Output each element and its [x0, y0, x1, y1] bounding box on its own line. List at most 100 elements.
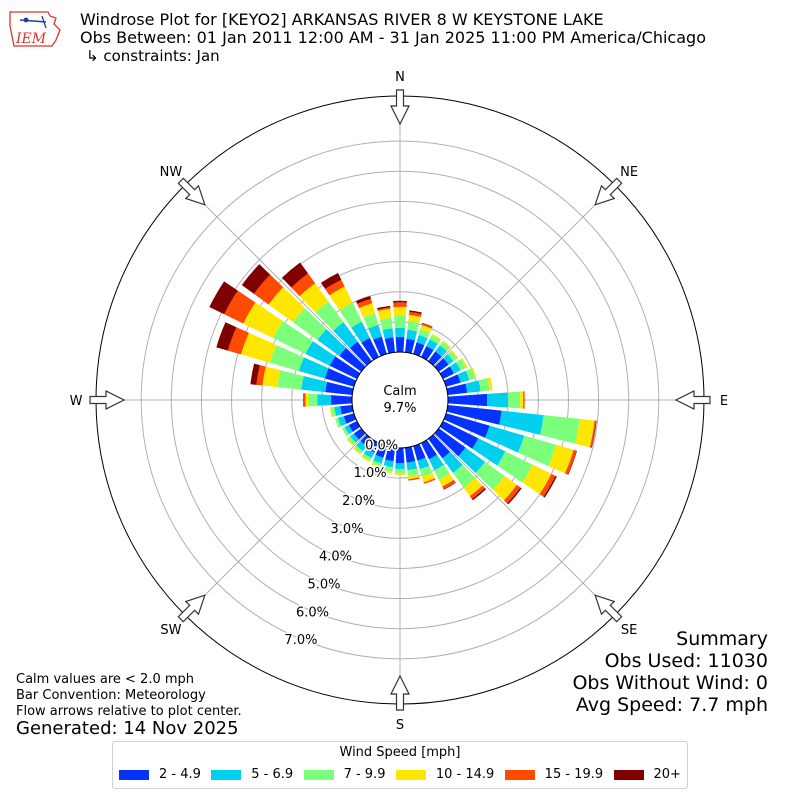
- bar-30-bin-2: [429, 335, 441, 344]
- bar-310-bin-4: [253, 274, 284, 305]
- flow-arrow-s-icon: [390, 674, 410, 711]
- bar-270-bin-3: [305, 393, 309, 407]
- bar-340-bin-0: [373, 336, 387, 357]
- bar-160-bin-2: [419, 465, 433, 477]
- bar-100-bin-2: [540, 415, 580, 444]
- bar-70-bin-1: [457, 370, 470, 383]
- bar-310-bin-2: [292, 308, 327, 340]
- grid-spoke-5: [184, 433, 367, 616]
- bar-100-bin-4: [589, 420, 597, 448]
- compass-label-ne: NE: [620, 165, 638, 180]
- bar-100-bin-5: [591, 420, 597, 448]
- legend-label-0: 2 - 4.9: [159, 767, 201, 782]
- bar-40-bin-0: [428, 351, 442, 366]
- bar-290-bin-2: [269, 344, 304, 371]
- bar-230-bin-3: [346, 437, 354, 446]
- bar-280-bin-4: [256, 365, 266, 386]
- bar-350-bin-5: [377, 305, 391, 310]
- compass-label-sw: SW: [160, 623, 181, 638]
- bar-250-bin-0: [343, 413, 357, 424]
- bar-0-bin-5: [393, 300, 407, 303]
- bar-20-bin-3: [420, 324, 432, 333]
- radial-tick-label-4: 4.0%: [319, 550, 352, 565]
- bar-230-bin-2: [347, 436, 356, 445]
- bar-300-bin-1: [305, 341, 336, 366]
- bar-110-bin-1: [485, 425, 525, 453]
- bar-180-bin-0: [395, 447, 405, 464]
- chart-subtitle: Obs Between: 01 Jan 2011 12:00 AM - 31 J…: [80, 28, 706, 47]
- bar-20-bin-1: [416, 335, 428, 346]
- bar-120-bin-5: [543, 475, 557, 498]
- legend-item-0: 2 - 4.9: [119, 767, 201, 782]
- bar-290-bin-5: [216, 322, 237, 351]
- bar-160-bin-4: [423, 478, 436, 484]
- bar-340-bin-3: [359, 303, 376, 318]
- compass-label-s: S: [396, 718, 404, 733]
- bar-30-bin-3: [431, 333, 442, 341]
- bar-180-bin-1: [395, 462, 405, 470]
- bar-140-bin-0: [428, 434, 451, 459]
- bar-260-bin-1: [334, 406, 342, 416]
- compass-label-e: E: [720, 394, 728, 409]
- bar-50-bin-3: [450, 349, 459, 359]
- bar-320-bin-0: [349, 341, 372, 366]
- legend-item-1: 5 - 6.9: [211, 767, 293, 782]
- bar-130-bin-1: [458, 447, 486, 474]
- bar-340-bin-5: [355, 295, 371, 304]
- bar-330-bin-3: [329, 286, 353, 311]
- bar-240-bin-1: [344, 425, 353, 435]
- bar-310-bin-5: [241, 264, 271, 294]
- bar-110-bin-0: [443, 413, 490, 438]
- bar-270-bin-5: [303, 393, 305, 407]
- bar-190-bin-0: [385, 446, 395, 462]
- legend-swatch-3: [395, 769, 426, 780]
- bar-210-bin-3: [361, 456, 371, 463]
- bar-50-bin-0: [434, 358, 449, 372]
- bar-10-bin-4: [408, 311, 422, 317]
- bar-70-bin-0: [443, 374, 461, 387]
- bar-340-bin-4: [357, 298, 373, 309]
- legend-label-4: 15 - 19.9: [544, 767, 604, 782]
- calm-label: Calm: [383, 384, 416, 399]
- bar-20-bin-5: [421, 322, 433, 328]
- bar-0-bin-3: [393, 306, 407, 317]
- bar-330-bin-1: [351, 321, 370, 343]
- bar-130-bin-2: [475, 461, 505, 490]
- bar-140-bin-5: [471, 488, 487, 501]
- bar-290-bin-3: [240, 332, 277, 363]
- bar-0-bin-4: [393, 302, 407, 308]
- bar-180-bin-3: [394, 473, 406, 476]
- bar-250-bin-2: [335, 417, 342, 428]
- bar-60-bin-1: [449, 362, 461, 374]
- bar-330-bin-5: [320, 272, 342, 290]
- bar-300-bin-4: [224, 290, 256, 324]
- legend-item-4: 15 - 19.9: [504, 767, 604, 782]
- bar-140-bin-2: [452, 464, 476, 488]
- bar-320-bin-5: [281, 262, 309, 288]
- bar-190-bin-2: [382, 465, 393, 472]
- bar-90-bin-0: [447, 393, 488, 407]
- bar-150-bin-3: [438, 473, 454, 487]
- bar-150-bin-4: [442, 479, 456, 490]
- bar-90-bin-4: [522, 391, 525, 409]
- radial-tick-label-1: 1.0%: [354, 466, 387, 481]
- bar-330-bin-2: [339, 302, 362, 328]
- legend-swatch-1: [211, 769, 242, 780]
- chart-labels: Calm 9.7% 0.0% 1.0% 2.0% 3.0% 4.0% 5.0% 6.0% 7.0%…: [70, 70, 729, 733]
- bar-110-bin-2: [518, 435, 557, 467]
- bar-30-bin-1: [426, 339, 438, 351]
- bar-0-bin-1: [394, 327, 406, 338]
- bar-150-bin-0: [421, 439, 437, 460]
- bar-270-bin-4: [303, 393, 306, 407]
- bar-160-bin-3: [421, 472, 435, 483]
- legend-label-1: 5 - 6.9: [251, 767, 294, 782]
- legend-label-5: 20+: [653, 767, 681, 782]
- bar-150-bin-2: [434, 464, 450, 480]
- bar-220-bin-1: [356, 441, 367, 452]
- calm-circle: [351, 351, 449, 449]
- flow-arrow-se-icon: [594, 594, 623, 623]
- bar-160-bin-0: [413, 443, 426, 461]
- summary-obs-without-wind: Obs Without Wind: 0: [572, 672, 768, 694]
- bar-170-bin-3: [408, 474, 420, 480]
- bar-270-bin-1: [317, 394, 332, 406]
